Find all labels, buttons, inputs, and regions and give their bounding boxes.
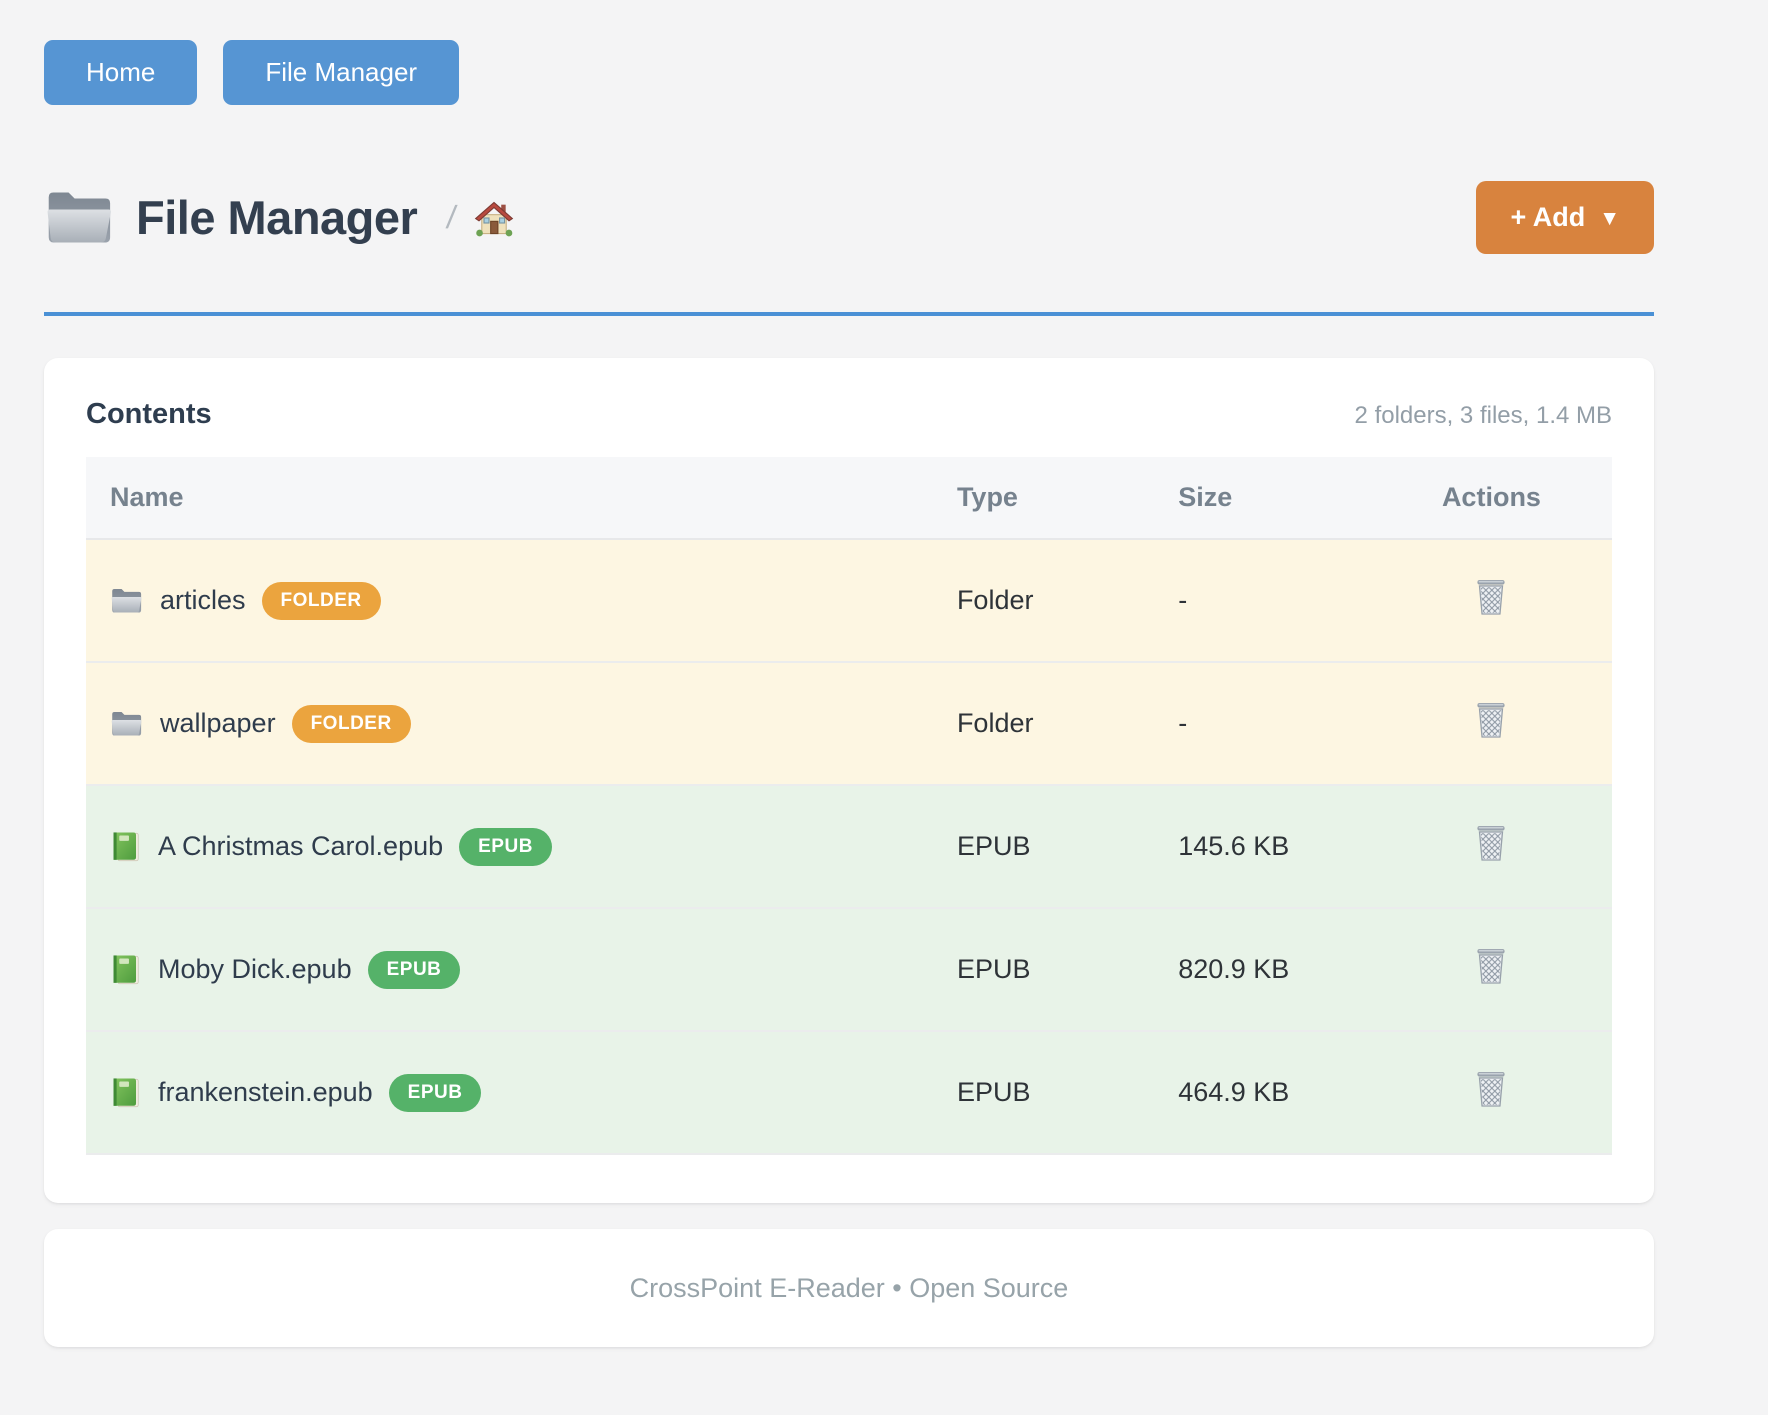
column-header-name: Name [86,457,933,540]
file-size: 464.9 KB [1154,1031,1371,1155]
table-header-row: Name Type Size Actions [86,457,1612,540]
table-row[interactable]: A Christmas Carol.epub EPUB EPUB 145.6 K… [86,785,1612,909]
delete-button[interactable] [1474,824,1508,862]
delete-button[interactable] [1474,947,1508,985]
column-header-size: Size [1154,457,1371,540]
trash-icon [1477,949,1506,984]
file-name-link[interactable]: wallpaper [160,708,276,738]
file-type: EPUB [932,785,1155,909]
column-header-actions: Actions [1370,457,1612,540]
page-header: File Manager / + Add ▼ [44,181,1654,254]
trash-icon [1477,580,1506,615]
table-row[interactable]: frankenstein.epub EPUB EPUB 464.9 KB [86,1031,1612,1155]
file-size: 145.6 KB [1154,785,1371,909]
add-button[interactable]: + Add ▼ [1476,181,1654,254]
file-name-link[interactable]: frankenstein.epub [158,1077,373,1107]
book-icon [113,1077,139,1107]
page-title: File Manager [136,191,418,244]
nav-file-manager-button[interactable]: File Manager [223,40,460,105]
files-table: Name Type Size Actions [86,457,1612,1155]
house-icon[interactable] [474,198,514,238]
contents-summary: 2 folders, 3 files, 1.4 MB [1354,402,1612,429]
table-body: articles FOLDER Folder - [86,539,1612,1155]
file-name-link[interactable]: articles [160,585,246,615]
type-badge: FOLDER [261,581,381,620]
trash-icon [1477,703,1506,738]
delete-button[interactable] [1474,1070,1508,1108]
file-type: EPUB [932,1031,1155,1155]
table-row[interactable]: wallpaper FOLDER Folder - [86,662,1612,786]
folder-icon [47,192,111,243]
contents-title: Contents [86,398,212,430]
type-badge: EPUB [367,950,461,989]
contents-card-header: Contents 2 folders, 3 files, 1.4 MB [86,398,1612,431]
table-row[interactable]: Moby Dick.epub EPUB EPUB 820.9 KB [86,908,1612,1032]
breadcrumb: / [444,198,514,238]
type-badge: EPUB [459,827,552,866]
file-size: - [1154,662,1371,786]
footer-text: CrossPoint E-Reader • Open Source [629,1272,1069,1303]
trash-icon [1477,826,1506,861]
caret-down-icon: ▼ [1599,206,1620,230]
file-name-link[interactable]: Moby Dick.epub [158,954,352,984]
delete-button[interactable] [1474,701,1508,739]
file-size: - [1154,539,1371,663]
file-size: 820.9 KB [1154,908,1371,1032]
contents-card: Contents 2 folders, 3 files, 1.4 MB Name… [44,358,1654,1203]
column-header-type: Type [932,457,1155,540]
breadcrumb-separator: / [444,199,459,235]
file-type: Folder [932,662,1155,786]
trash-icon [1477,1072,1506,1107]
type-badge: EPUB [388,1073,482,1112]
book-icon [113,831,139,861]
title-group: File Manager / [44,188,514,248]
book-icon [113,954,139,984]
top-nav: Home File Manager [44,40,1654,105]
file-type: EPUB [932,908,1155,1032]
folder-icon [111,588,142,613]
file-type: Folder [932,539,1155,663]
page-container: Home File Manager File Manager / [44,40,1654,1347]
nav-home-button[interactable]: Home [44,40,198,105]
type-badge: FOLDER [291,704,411,743]
add-button-label: + Add [1510,202,1586,232]
delete-button[interactable] [1474,578,1508,616]
folder-icon [111,711,142,736]
footer: CrossPoint E-Reader • Open Source [44,1229,1654,1347]
table-row[interactable]: articles FOLDER Folder - [86,539,1612,663]
title-divider [44,312,1654,316]
file-name-link[interactable]: A Christmas Carol.epub [158,831,444,861]
